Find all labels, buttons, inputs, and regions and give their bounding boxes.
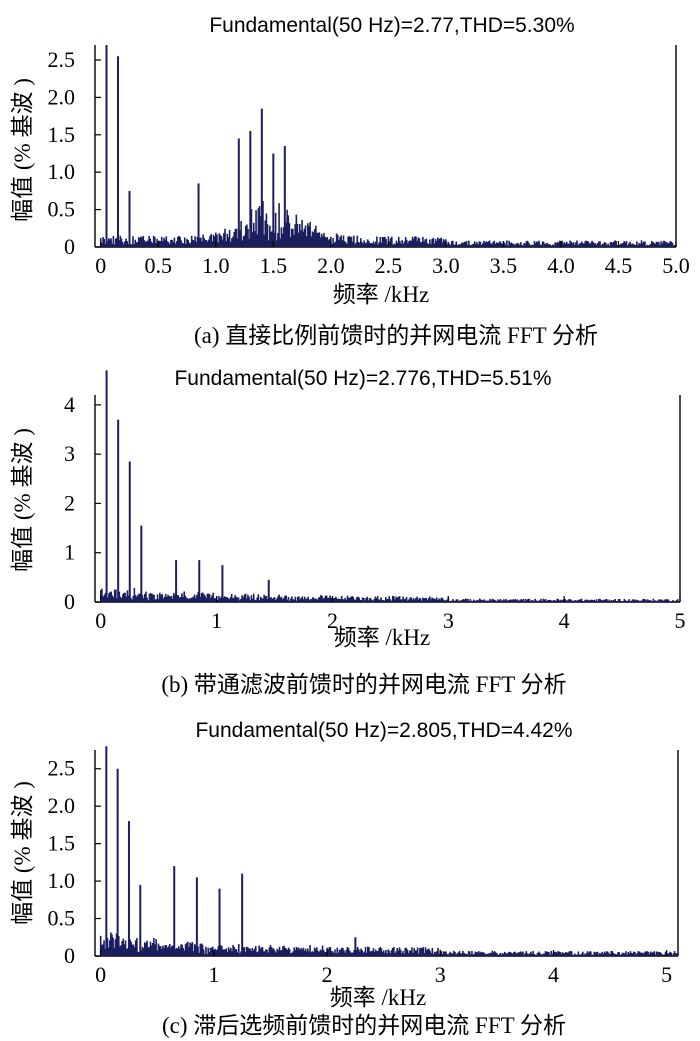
chart-a-y-tick-label: 1.0 xyxy=(48,159,76,184)
chart-a-y-tick-label: 0 xyxy=(64,234,75,259)
chart-b-x-tick-label: 4 xyxy=(559,608,570,633)
chart-c-y-tick-label: 1.0 xyxy=(48,868,76,893)
chart-panel-c: Fundamental(50 Hz)=2.805,THD=4.42% 0 0.5 1… xyxy=(10,719,679,1038)
chart-b-y-tick-label: 2 xyxy=(64,490,75,515)
chart-a-x-tick-label: 2.5 xyxy=(375,253,403,278)
chart-b-ticks: 0 1 2 3 4 0 1 2 3 4 5 xyxy=(64,392,686,633)
chart-c-y-tick-label: 2.0 xyxy=(48,793,76,818)
chart-b-x-tick-label: 5 xyxy=(675,608,686,633)
chart-panel-a: Fundamental(50 Hz)=2.77,THD=5.30% 0 0.5 1.… xyxy=(10,14,690,348)
chart-c-x-tick-label: 3 xyxy=(435,962,446,987)
chart-a-x-tick-label: 2.0 xyxy=(317,253,345,278)
chart-a-title: Fundamental(50 Hz)=2.77,THD=5.30% xyxy=(209,14,574,37)
chart-b-x-label: 频率 /kHz xyxy=(334,625,430,650)
chart-b-x-tick-label: 0 xyxy=(95,608,106,633)
chart-c-y-tick-label: 1.5 xyxy=(48,831,76,856)
chart-c-x-tick-label: 1 xyxy=(208,962,219,987)
chart-a-y-tick-label: 2.0 xyxy=(48,84,76,109)
chart-b-title: Fundamental(50 Hz)=2.776,THD=5.51% xyxy=(174,367,551,390)
chart-a-ticks: 0 0.5 1.0 1.5 2.0 2.5 0 0.5 1.0 1.5 2.0 2.5 3.0 3.5 4.… xyxy=(48,47,690,278)
chart-a-x-tick-label: 3.5 xyxy=(490,253,518,278)
chart-a-x-tick-label: 4.5 xyxy=(605,253,633,278)
chart-b-y-tick-label: 4 xyxy=(64,392,75,417)
chart-a-x-label: 频率 /kHz xyxy=(333,282,429,307)
chart-c-bars xyxy=(99,746,678,956)
chart-c-x-tick-label: 2 xyxy=(322,962,333,987)
chart-c-x-tick-label: 4 xyxy=(548,962,559,987)
chart-b-x-tick-label: 2 xyxy=(327,608,338,633)
chart-b-x-tick-label: 1 xyxy=(211,608,222,633)
chart-b-y-tick-label: 1 xyxy=(64,540,75,565)
chart-a-x-tick-label: 0 xyxy=(95,253,106,278)
chart-b-y-tick-label: 0 xyxy=(64,589,75,614)
chart-b-x-tick-label: 3 xyxy=(443,608,454,633)
chart-b-caption: (b) 带通滤波前馈时的并网电流 FFT 分析 xyxy=(161,672,566,697)
chart-c-y-label: 幅值 (% 基波 ) xyxy=(10,781,35,925)
chart-a-y-tick-label: 0.5 xyxy=(48,197,76,222)
chart-a-x-tick-label: 3.0 xyxy=(432,253,460,278)
chart-panel-b: Fundamental(50 Hz)=2.776,THD=5.51% 0 1 2 3 4… xyxy=(10,367,686,697)
chart-a-y-label: 幅值 (% 基波 ) xyxy=(10,78,35,222)
chart-a-x-tick-label: 1.5 xyxy=(260,253,288,278)
chart-a-x-tick-label: 1.0 xyxy=(202,253,230,278)
chart-b-y-label: 幅值 (% 基波 ) xyxy=(10,428,35,572)
chart-a-x-tick-label: 5.0 xyxy=(662,253,690,278)
chart-a-y-tick-label: 1.5 xyxy=(48,122,76,147)
chart-c-y-tick-label: 0.5 xyxy=(48,906,76,931)
chart-c-ticks: 0 0.5 1.0 1.5 2.0 2.5 0 1 2 3 4 5 xyxy=(48,756,673,987)
chart-b-y-tick-label: 3 xyxy=(64,441,75,466)
chart-a-x-tick-label: 4.0 xyxy=(547,253,575,278)
chart-c-x-tick-label: 0 xyxy=(95,962,106,987)
chart-c-caption: (c) 滞后选频前馈时的并网电流 FFT 分析 xyxy=(162,1013,566,1038)
chart-c-y-tick-label: 0 xyxy=(64,943,75,968)
chart-c-x-label: 频率 /kHz xyxy=(330,985,426,1010)
chart-a-x-tick-label: 0.5 xyxy=(145,253,173,278)
chart-c-title: Fundamental(50 Hz)=2.805,THD=4.42% xyxy=(195,719,572,742)
chart-b-bars xyxy=(99,370,680,602)
chart-c-x-tick-label: 5 xyxy=(661,962,672,987)
chart-a-caption: (a) 直接比例前馈时的并网电流 FFT 分析 xyxy=(194,323,598,348)
chart-c-y-tick-label: 2.5 xyxy=(48,756,76,781)
chart-a-bars xyxy=(99,45,676,247)
chart-a-y-tick-label: 2.5 xyxy=(48,47,76,72)
